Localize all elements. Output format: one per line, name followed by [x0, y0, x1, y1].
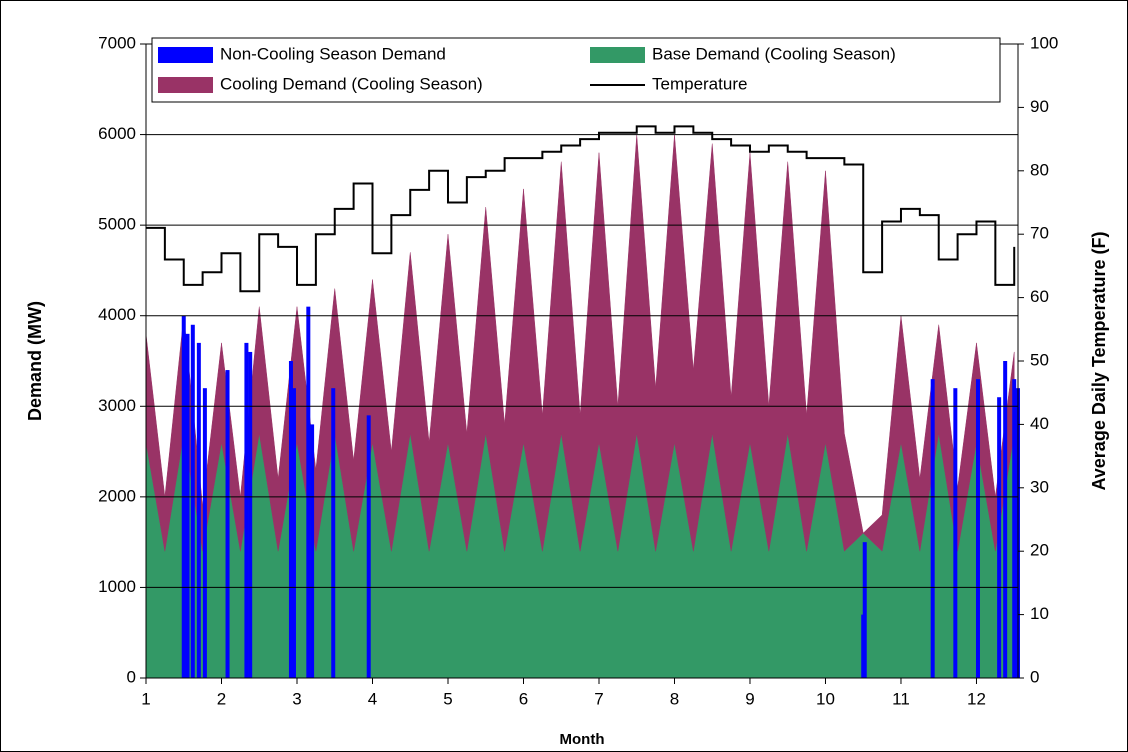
bar — [997, 397, 1002, 678]
x-tick-label: 7 — [594, 689, 603, 708]
y-tick-label: 4000 — [98, 305, 136, 324]
y2-tick-label: 100 — [1030, 33, 1058, 52]
x-tick-label: 11 — [892, 689, 910, 708]
bar — [248, 351, 253, 678]
bar — [291, 388, 296, 678]
bar — [331, 388, 336, 678]
bar — [366, 415, 371, 678]
line — [146, 125, 1016, 293]
y2-tick-label: 30 — [1030, 477, 1049, 496]
x-tick-label: 1 — [141, 689, 150, 708]
y2-tick-label: 40 — [1030, 414, 1049, 433]
y2-tick-label: 90 — [1030, 97, 1049, 116]
legend-label: Non-Cooling Season Demand — [220, 44, 446, 63]
x-tick-label: 10 — [816, 689, 835, 708]
x-tick-label: 4 — [368, 689, 377, 708]
bar — [862, 542, 867, 678]
bar — [196, 342, 201, 678]
legend-label: Base Demand (Cooling Season) — [652, 44, 896, 63]
legend-swatch — [590, 47, 645, 63]
y-tick-label: 5000 — [98, 215, 136, 234]
y2-tick-label: 10 — [1030, 604, 1049, 623]
legend-label: Temperature — [652, 74, 747, 93]
bar — [202, 388, 207, 678]
legend-swatch — [158, 77, 213, 93]
y2-tick-label: 20 — [1030, 541, 1049, 560]
plot-area — [145, 134, 1020, 679]
bar — [1003, 361, 1008, 678]
x-axis-title: Month — [560, 731, 605, 748]
y2-tick-label: 0 — [1030, 667, 1039, 686]
bar — [310, 424, 315, 678]
bar — [244, 342, 249, 678]
legend-swatch — [158, 47, 213, 63]
bar — [190, 324, 195, 678]
x-tick-label: 3 — [292, 689, 301, 708]
y-tick-label: 7000 — [98, 33, 136, 52]
bar — [306, 306, 311, 678]
y2-axis-title: Average Daily Temperature (F) — [1089, 231, 1109, 490]
x-tick-label: 12 — [967, 689, 986, 708]
y2-tick-label: 80 — [1030, 160, 1049, 179]
y-tick-label: 1000 — [98, 577, 136, 596]
bar — [185, 333, 190, 678]
y-tick-label: 3000 — [98, 396, 136, 415]
y-tick-label: 6000 — [98, 124, 136, 143]
x-tick-label: 2 — [217, 689, 226, 708]
legend-label: Cooling Demand (Cooling Season) — [220, 74, 483, 93]
y-tick-label: 0 — [127, 667, 136, 686]
x-tick-label: 6 — [519, 689, 528, 708]
bar — [1012, 379, 1017, 678]
y2-tick-label: 70 — [1030, 224, 1049, 243]
bar — [930, 379, 935, 678]
x-tick-label: 8 — [670, 689, 679, 708]
y2-tick-label: 60 — [1030, 287, 1049, 306]
bar — [288, 361, 293, 678]
y-tick-label: 2000 — [98, 486, 136, 505]
x-tick-label: 9 — [745, 689, 754, 708]
y-axis-title: Demand (MW) — [25, 301, 45, 421]
y2-tick-label: 50 — [1030, 350, 1049, 369]
bar — [953, 388, 958, 678]
x-tick-label: 5 — [443, 689, 452, 708]
bar — [225, 370, 230, 678]
legend-box — [151, 37, 1001, 103]
bar — [975, 379, 980, 678]
